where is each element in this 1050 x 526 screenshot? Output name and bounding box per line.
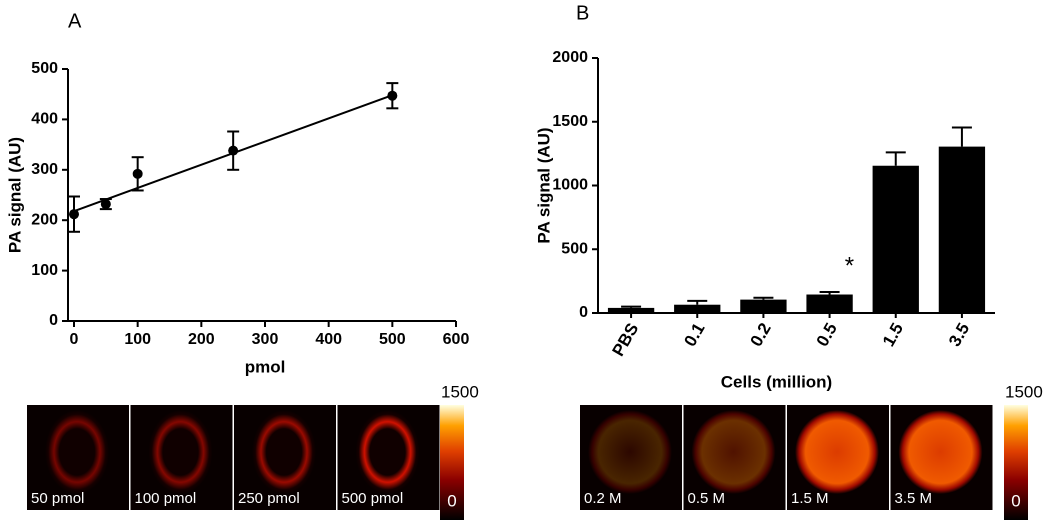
x-tick-label: 400 [315,331,342,348]
x-tick-label: 600 [443,331,470,348]
panel-label: B [576,2,589,24]
image-signal [355,410,420,494]
bar [938,146,986,313]
bar [872,165,919,313]
image-label: 50 pmol [31,490,84,507]
y-tick-label: 500 [31,60,58,77]
image-signal [691,410,776,494]
colorbar-max: 1500 [441,382,479,401]
y-tick-label: 1500 [552,113,588,130]
bar [674,304,721,313]
image-label: 3.5 M [895,490,933,507]
image-signal [588,410,672,494]
image-label: 500 pmol [342,490,404,507]
y-tick-label: 200 [31,211,58,228]
colorbar-min: 0 [447,491,456,510]
image-label: 0.5 M [688,490,726,507]
image-signal [795,410,879,494]
data-point [69,209,79,220]
x-tick-label: 1.5 [879,320,907,350]
image-label: 1.5 M [791,490,829,507]
x-tick-label: 0.5 [813,320,841,350]
panel-label: A [68,10,82,32]
x-tick-label: 300 [252,331,279,348]
x-tick-label: 0.1 [680,320,708,350]
y-axis-label: PA signal (AU) [5,137,24,253]
image-label: 100 pmol [135,490,197,507]
y-tick-label: 300 [31,161,58,178]
colorbar [1004,405,1028,520]
image-signal [898,410,983,494]
colorbar-max: 1500 [1005,382,1043,401]
bar [740,299,787,313]
data-point [228,145,239,156]
x-tick-label: 0 [70,331,79,348]
x-tick-label: 500 [379,331,406,348]
x-tick-label: 100 [124,331,151,348]
y-tick-label: 1000 [552,177,588,194]
image-label: 0.2 M [584,490,622,507]
image-signal [45,410,109,494]
colorbar-min: 0 [1011,491,1020,510]
y-tick-label: 400 [31,111,58,128]
x-tick-label: PBS [608,320,642,360]
y-tick-label: 500 [561,240,588,257]
bar [607,307,655,313]
y-tick-label: 0 [579,304,588,321]
bar [806,294,853,313]
y-tick-label: 0 [49,312,58,329]
x-tick-label: 200 [188,331,215,348]
image-signal [252,410,316,494]
data-point [132,168,143,179]
colorbar [440,405,464,520]
annotation: * [845,252,854,279]
x-axis-label: Cells (million) [721,372,832,391]
x-tick-label: 3.5 [945,320,973,350]
image-signal [148,410,213,494]
data-point [100,199,111,210]
data-point [387,90,398,101]
x-tick-label: 0.2 [746,320,774,350]
y-tick-label: 2000 [552,49,588,66]
y-tick-label: 100 [31,262,58,279]
x-axis-label: pmol [245,357,286,376]
image-label: 250 pmol [238,490,300,507]
y-axis-label: PA signal (AU) [534,127,553,243]
